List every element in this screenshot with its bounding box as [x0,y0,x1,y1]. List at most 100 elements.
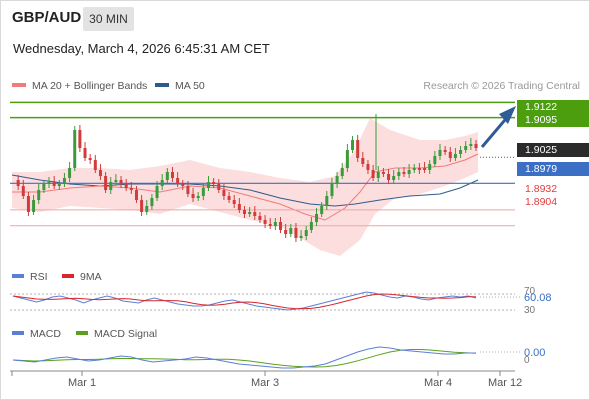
legend-macd-signal[interactable]: MACD Signal [76,328,157,340]
x-label-mar12: Mar 12 [488,377,523,389]
candle-body [191,194,195,198]
macd-signal-swatch [76,331,88,336]
candle-body [47,182,51,184]
candle-body [222,190,226,196]
candle-body [140,200,144,212]
candle-body [52,182,56,186]
candle-body [57,184,61,186]
candle-body [299,236,303,238]
level-tag-pivot: 1.8979 [517,162,589,176]
legend-rsi[interactable]: RSI [12,271,48,283]
candle-body [217,184,221,190]
candle-body [119,180,123,184]
bollinger-band [12,118,478,256]
candle-body [186,186,190,194]
legend-rsi-ma[interactable]: 9MA [62,271,102,283]
candle-body [145,206,149,212]
candle-body [243,210,246,214]
level-tag-2: 1.9095 [517,113,589,127]
candle-body [453,154,457,158]
legend-rsi-ma-label: 9MA [80,271,102,283]
candle-body [356,140,360,158]
candle-body [459,150,463,154]
candle-body [181,184,185,186]
rsi-lower-level: 30 [524,305,536,316]
macd-signal-line [12,349,477,368]
candle-body [284,230,288,234]
macd-swatch [12,331,24,336]
candle-body [62,178,66,184]
candle-body [232,200,236,204]
rsi-line [12,291,477,311]
candle-body [330,184,334,196]
candle-body [320,206,324,214]
candle-body [423,168,427,170]
candle-body [304,230,308,236]
candle-body [104,176,108,190]
candle-body [464,146,468,150]
candle-body [392,176,396,180]
candle-body [21,186,25,196]
legend-macd[interactable]: MACD [12,328,61,340]
legend-macd-label: MACD [30,328,61,340]
legend-ma20[interactable]: MA 20 + Bollinger Bands [12,80,147,92]
current-price-tag: 1.9025 [517,143,589,157]
candle-body [165,172,169,180]
x-label-mar1: Mar 1 [68,377,97,389]
candle-body [279,222,283,230]
candle-body [474,144,478,148]
candle-body [309,222,313,230]
rsi-value: 60.08 [524,292,552,304]
candle-body [160,180,164,186]
level-tag-1: 1.9122 [517,100,589,114]
candle-body [315,214,319,222]
candle-body [68,168,72,178]
level-tag-support-1: 1.8932 [525,183,558,195]
candle-body [253,212,257,216]
candle-body [381,172,385,174]
candle-body [335,176,339,184]
legend-ma50[interactable]: MA 50 [155,80,205,92]
candle-body [345,150,349,168]
candle-body [376,172,380,178]
ma50-line [11,174,479,207]
rsi-ma-line [12,293,476,310]
macd-zero-label: 0 [524,355,530,366]
legend-rsi-label: RSI [30,271,48,283]
candle-body [263,220,267,224]
candle-body [196,196,200,198]
level-tag-support-2: 1.8904 [525,196,558,208]
candle-body [32,200,36,212]
candle-body [150,198,154,206]
credit-text: Research © 2026 Trading Central [423,80,580,92]
candle-body [448,152,452,158]
candle-body [258,216,262,220]
candle-body [129,188,133,190]
candle-body [325,196,329,206]
x-label-mar4: Mar 4 [424,377,453,389]
candle-body [124,184,128,188]
candle-body [176,178,180,184]
candle-body [201,188,205,196]
rsi-upper-level: 70 [524,286,536,297]
candle-body [73,130,77,168]
candle-body [98,170,102,176]
timeframe-button[interactable]: 30 MIN [83,7,134,31]
legend-ma20-label: MA 20 + Bollinger Bands [32,80,148,92]
candle-body [438,150,442,156]
candle-body [273,222,277,226]
legend-macd-signal-label: MACD Signal [94,328,158,340]
ma20-swatch [12,83,26,88]
candle-body [433,156,437,164]
candle-body [443,150,447,152]
candle-body [170,172,174,178]
candle-body [351,140,355,150]
candle-body [469,144,473,146]
candle-body [237,204,241,210]
candle-body [114,180,118,182]
candle-body [109,182,113,190]
candle-body [371,170,375,178]
candle-body [155,186,159,198]
candle-body [206,182,210,188]
